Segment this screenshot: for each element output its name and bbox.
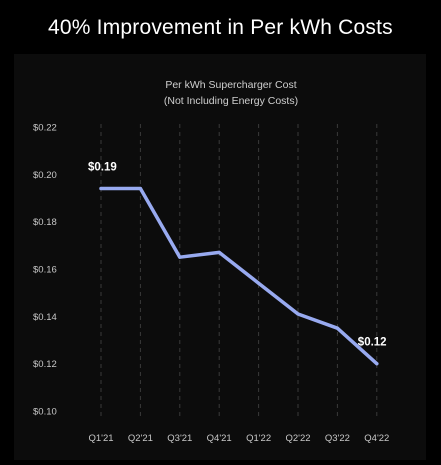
- y-tick-label: $0.10: [33, 407, 57, 418]
- series-line: [99, 186, 379, 366]
- data-point: [138, 186, 142, 191]
- y-tick-label: $0.14: [33, 312, 57, 323]
- x-tick-label: Q4'22: [364, 433, 389, 444]
- x-tick-label: Q2'21: [128, 433, 153, 444]
- data-point: [375, 362, 379, 366]
- x-tick-label: Q2'22: [285, 433, 310, 444]
- data-label: $0.12: [358, 337, 387, 349]
- y-tick-label: $0.22: [33, 123, 57, 134]
- y-tick-label: $0.12: [33, 359, 57, 370]
- data-point: [296, 312, 300, 316]
- y-tick-label: $0.18: [33, 217, 57, 228]
- y-tick-label: $0.20: [33, 170, 57, 181]
- data-point: [178, 255, 182, 259]
- x-tick-label: Q3'21: [167, 433, 192, 444]
- data-label: $0.19: [88, 162, 117, 174]
- data-point: [99, 186, 103, 191]
- y-tick-label: $0.16: [33, 265, 57, 276]
- x-tick-label: Q3'22: [325, 433, 350, 444]
- chart-panel: [14, 54, 426, 460]
- data-point: [335, 326, 339, 330]
- x-tick-label: Q4'21: [207, 433, 232, 444]
- x-tick-label: Q1'21: [88, 433, 113, 444]
- chart-title: Per kWh Supercharger Cost: [165, 79, 297, 91]
- data-point: [217, 250, 221, 255]
- slide-title: 40% Improvement in Per kWh Costs: [48, 16, 393, 39]
- x-tick-label: Q1'22: [246, 433, 271, 444]
- chart-subtitle: (Not Including Energy Costs): [163, 95, 299, 107]
- data-point: [257, 281, 261, 285]
